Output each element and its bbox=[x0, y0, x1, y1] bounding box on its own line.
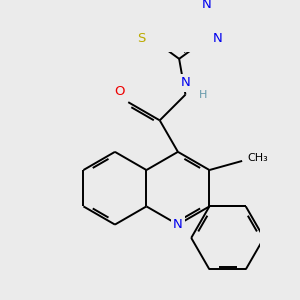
Text: N: N bbox=[173, 218, 183, 231]
Text: O: O bbox=[114, 85, 124, 98]
Text: S: S bbox=[137, 32, 146, 45]
Text: H: H bbox=[198, 90, 207, 100]
Text: N: N bbox=[202, 0, 211, 11]
Text: N: N bbox=[213, 32, 222, 45]
Text: CH₃: CH₃ bbox=[247, 153, 268, 163]
Text: N: N bbox=[181, 76, 190, 89]
